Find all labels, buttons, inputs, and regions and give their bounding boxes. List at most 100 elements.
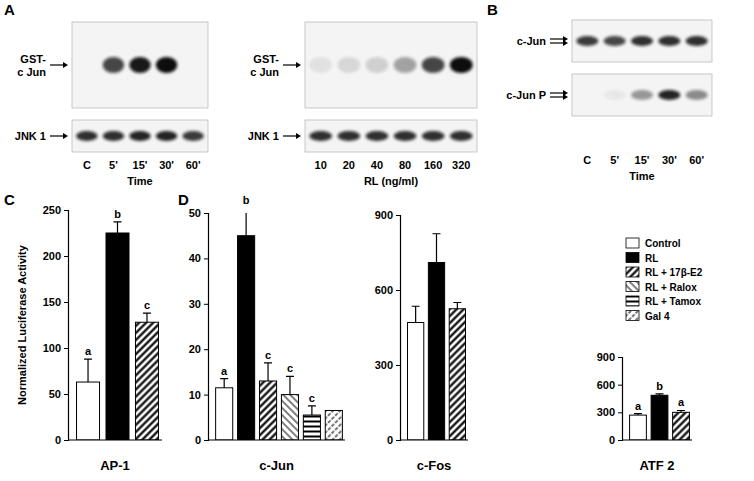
y-tick-label: 30 [189, 298, 201, 310]
error-bar [264, 363, 272, 381]
y-tick-label: 900 [597, 351, 615, 363]
error-bar [114, 222, 122, 233]
blot-band [604, 90, 626, 100]
lane-label: 320 [452, 159, 470, 171]
row-label: c-Jun [517, 35, 547, 47]
y-tick-mark [204, 304, 208, 305]
arrow-head [296, 133, 301, 139]
error-bar [242, 213, 250, 236]
y-tick: 0 [55, 434, 68, 446]
legend-swatch [626, 253, 639, 263]
bar [673, 412, 690, 440]
y-tick-label: 200 [43, 250, 61, 262]
error-bar [286, 376, 294, 394]
legend-label: RL + Tamox [645, 296, 701, 307]
blot-band [156, 131, 178, 141]
blot-band [103, 57, 125, 73]
blot-frame [572, 20, 712, 62]
row-label: GST- [20, 53, 46, 65]
bar [303, 415, 320, 440]
blot-band [658, 90, 680, 100]
baseline [400, 440, 468, 441]
y-tick-mark [64, 302, 68, 303]
blot-band [337, 131, 360, 141]
y-tick-mark [204, 258, 208, 259]
row-label: JNK 1 [15, 130, 46, 142]
bar [428, 263, 444, 441]
y-tick-mark [396, 290, 400, 291]
blot-band [309, 131, 332, 141]
y-tick-label: 0 [387, 434, 393, 446]
blot-frame [72, 120, 208, 152]
lane-label: 40 [371, 159, 383, 171]
bars [216, 213, 343, 440]
row-label: GST- [253, 53, 279, 65]
bar [259, 381, 276, 440]
x-axis-label: c-Jun [259, 458, 294, 473]
y-axis-line [204, 214, 209, 441]
row-label: JNK 1 [248, 130, 279, 142]
blot-band [631, 90, 653, 100]
y-tick-label: 600 [597, 379, 615, 391]
y-tick: 0 [609, 434, 622, 446]
bar [630, 415, 647, 440]
y-tick-mark [618, 412, 622, 413]
significance-letter: c [287, 362, 293, 374]
bar [216, 388, 233, 440]
arrow-line [550, 42, 564, 43]
blot-bands [576, 36, 708, 46]
blot-band [129, 57, 151, 73]
y-tick-label: 600 [375, 284, 393, 296]
blot-band [309, 57, 332, 73]
legend-swatch [626, 267, 639, 277]
arrow-line [283, 135, 297, 136]
y-tick: 300 [597, 406, 622, 418]
error-bar [656, 394, 664, 395]
y-tick-mark [64, 256, 68, 257]
blot-band [103, 131, 125, 141]
y-axis: 0300600900 [375, 209, 401, 446]
bar [281, 395, 298, 440]
baseline [622, 440, 692, 441]
figure: AGST-c JunJNK 1C5'15'30'60'TimeGST-c Jun… [0, 0, 754, 481]
y-axis-line [64, 211, 69, 441]
blot-frame [305, 22, 477, 108]
y-axis: 0 300 600 900 [597, 351, 623, 446]
blot-bands [76, 57, 204, 73]
legend-swatch [626, 296, 639, 306]
y-tick-label: 100 [43, 342, 61, 354]
y-axis: 050100150200250 [43, 204, 69, 446]
y-tick: 600 [597, 379, 622, 391]
baseline [208, 440, 345, 441]
y-tick: 0 [387, 434, 400, 446]
error-bar [453, 303, 461, 309]
blot-panel: GST-c JunJNK 110204080160320RL (ng/ml) [248, 22, 477, 187]
bar [325, 410, 342, 440]
blot-bands [309, 57, 472, 73]
blot-panel: Bc-Junc-Jun PC5'15'30'60'Time [487, 1, 712, 182]
x-axis-label: Time [127, 175, 152, 187]
bar [135, 322, 158, 440]
lane-label: 20 [343, 159, 355, 171]
blot-band [422, 57, 445, 73]
bar [106, 233, 129, 440]
y-tick-label: 250 [43, 204, 61, 216]
error-bar [143, 313, 151, 322]
y-tick-label: 50 [49, 388, 61, 400]
x-axis-label: ATF 2 [639, 458, 674, 473]
row-label: c Jun [17, 66, 46, 78]
significance-letter: a [678, 396, 685, 408]
bar [408, 323, 424, 441]
y-axis: 01020304050 [189, 207, 209, 446]
lane-label: 60' [186, 159, 201, 171]
y-tick: 300 [375, 359, 400, 371]
arrow-head [63, 62, 68, 68]
blot-frame [72, 22, 208, 108]
error-bar [84, 359, 92, 382]
y-tick: 40 [189, 252, 208, 264]
lane-label: 5' [109, 159, 118, 171]
significance-letter: a [635, 400, 642, 412]
error-bar [308, 406, 316, 415]
y-tick-mark [64, 440, 68, 441]
lane-label: 160 [424, 159, 442, 171]
